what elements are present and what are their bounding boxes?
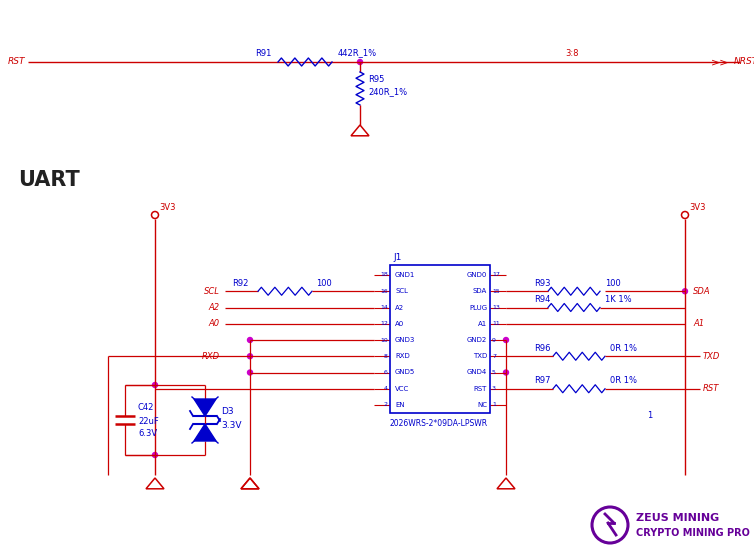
Text: TXD: TXD	[703, 352, 720, 361]
Text: 7: 7	[492, 354, 496, 359]
Text: 240R_1%: 240R_1%	[368, 88, 407, 97]
Text: 4: 4	[384, 386, 388, 391]
Text: 3V3: 3V3	[159, 204, 176, 213]
Text: RST: RST	[703, 384, 719, 393]
Text: 10: 10	[380, 337, 388, 342]
Text: 1: 1	[648, 411, 653, 420]
Text: A1: A1	[693, 319, 704, 328]
Circle shape	[247, 370, 253, 375]
Text: UART: UART	[18, 170, 80, 190]
Text: SCL: SCL	[395, 288, 408, 294]
Text: R91: R91	[255, 48, 271, 58]
Text: TXD: TXD	[473, 353, 487, 359]
Text: C42: C42	[138, 403, 155, 412]
Circle shape	[152, 382, 158, 387]
Text: 100: 100	[605, 279, 621, 287]
Text: 5: 5	[492, 370, 496, 375]
Circle shape	[357, 59, 363, 64]
Text: GND4: GND4	[467, 370, 487, 376]
Text: 17: 17	[492, 273, 500, 278]
Circle shape	[682, 289, 688, 294]
Text: SCL: SCL	[204, 287, 220, 296]
Text: A0: A0	[395, 321, 404, 327]
Text: 3:8: 3:8	[566, 48, 579, 58]
Text: A1: A1	[478, 321, 487, 327]
Text: RST: RST	[8, 58, 26, 67]
Text: R96: R96	[534, 344, 550, 353]
Text: GND1: GND1	[395, 272, 415, 278]
Text: CRYPTO MINING PRO: CRYPTO MINING PRO	[636, 528, 750, 538]
Text: 13: 13	[492, 305, 500, 310]
Text: 442R_1%: 442R_1%	[338, 48, 377, 58]
Text: D3: D3	[221, 407, 234, 416]
Text: 18: 18	[380, 273, 388, 278]
Text: EN: EN	[395, 402, 405, 408]
Text: R94: R94	[534, 295, 550, 304]
Text: SDA: SDA	[693, 287, 710, 296]
Text: 16: 16	[380, 289, 388, 294]
Circle shape	[504, 337, 508, 342]
Text: 2: 2	[384, 402, 388, 407]
Circle shape	[247, 354, 253, 359]
Text: 0R 1%: 0R 1%	[610, 344, 637, 353]
Text: GND3: GND3	[395, 337, 415, 343]
Text: NRSTI: NRSTI	[734, 58, 754, 67]
Text: 22uF: 22uF	[138, 416, 159, 426]
Text: 9: 9	[492, 337, 496, 342]
Text: GND2: GND2	[467, 337, 487, 343]
Circle shape	[504, 370, 508, 375]
Text: 12: 12	[380, 321, 388, 326]
Text: A0: A0	[209, 319, 220, 328]
Text: 3.3V: 3.3V	[221, 421, 241, 430]
Text: 1: 1	[492, 402, 496, 407]
Text: 15: 15	[492, 289, 500, 294]
Text: GND5: GND5	[395, 370, 415, 376]
Text: 100: 100	[316, 279, 332, 287]
Text: A2: A2	[209, 303, 220, 312]
Text: >>: >>	[711, 57, 729, 67]
Polygon shape	[194, 424, 216, 441]
Text: 2026WRS-2*09DA-LPSWR: 2026WRS-2*09DA-LPSWR	[390, 418, 488, 427]
Text: R97: R97	[534, 376, 550, 385]
Polygon shape	[194, 399, 216, 416]
Circle shape	[247, 337, 253, 342]
Text: SDA: SDA	[473, 288, 487, 294]
Text: PLUG: PLUG	[469, 305, 487, 310]
Text: R93: R93	[534, 279, 550, 287]
Bar	[390, 265, 490, 413]
Text: ZEUS MINING: ZEUS MINING	[636, 513, 719, 523]
Text: 6: 6	[384, 370, 388, 375]
Text: R95: R95	[368, 75, 385, 84]
Text: VCC: VCC	[395, 386, 409, 392]
Text: 3: 3	[492, 386, 496, 391]
Text: 0R 1%: 0R 1%	[610, 376, 637, 385]
Text: 11: 11	[492, 321, 500, 326]
Text: 1K 1%: 1K 1%	[605, 295, 632, 304]
Text: RXD: RXD	[202, 352, 220, 361]
Text: 8: 8	[384, 354, 388, 359]
Text: J1: J1	[393, 254, 401, 263]
Text: RXD: RXD	[395, 353, 409, 359]
Text: NC: NC	[477, 402, 487, 408]
Text: 3V3: 3V3	[689, 204, 706, 213]
Text: R92: R92	[232, 279, 248, 287]
Text: GND0: GND0	[467, 272, 487, 278]
Text: 6.3V: 6.3V	[138, 428, 157, 437]
Circle shape	[152, 452, 158, 457]
Text: 14: 14	[380, 305, 388, 310]
Text: A2: A2	[395, 305, 404, 310]
Text: RST: RST	[474, 386, 487, 392]
